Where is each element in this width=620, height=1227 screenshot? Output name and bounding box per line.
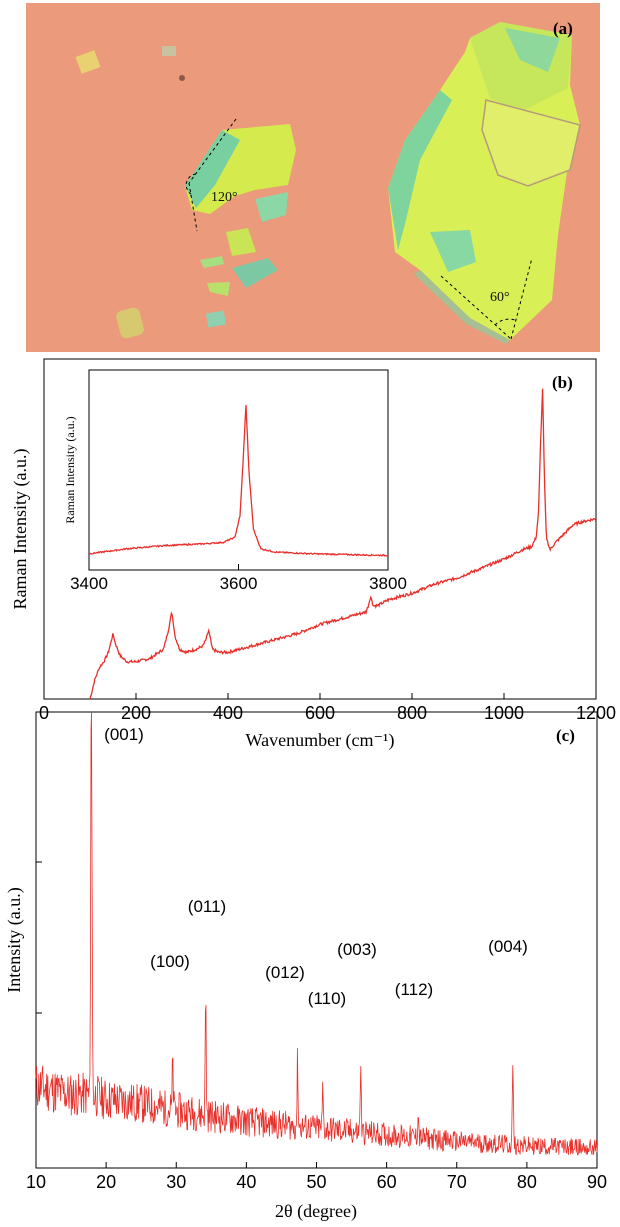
- flake-speck: [179, 75, 185, 81]
- flake-right-lower-green: [430, 230, 476, 272]
- peak-label: (100): [150, 952, 190, 971]
- x-tick-label: 3600: [220, 574, 258, 593]
- peak-label: (110): [308, 989, 346, 1008]
- raman-spectrum-line: [89, 388, 596, 700]
- panel-c-label: (c): [556, 726, 575, 745]
- x-tick-label: 40: [236, 1172, 256, 1192]
- x-tick-label: 1000: [484, 703, 524, 723]
- y-axis-label: Raman Intensity (a.u.): [10, 449, 31, 610]
- x-tick-label: 200: [121, 703, 151, 723]
- inset-x-axis-tick-labels: 3400 3600 3800: [70, 574, 407, 593]
- peak-label: (004): [488, 937, 528, 956]
- flake-left-edge: [185, 130, 240, 208]
- angle-dashed-line: [440, 275, 512, 340]
- y-axis-label: Intensity (a.u.): [4, 887, 25, 992]
- peak-label: (003): [337, 940, 377, 959]
- flake-speck: [75, 50, 101, 74]
- inset-frame: [88, 369, 389, 571]
- x-axis-label: Wavenumber (cm⁻¹): [246, 730, 395, 751]
- inset-spectrum-line: [89, 404, 389, 557]
- x-tick-label: 10: [26, 1172, 46, 1192]
- flake-left-fragment: [255, 192, 288, 222]
- panel-c-xrd-chart: 10 20 30 40 50 60 70 80 90 (001)(100)(011)(012)(…: [4, 711, 607, 1222]
- flake-speck: [116, 307, 144, 339]
- xrd-pattern-line: [35, 711, 598, 1156]
- x-axis-tick-labels: 0 200 400 600 800 1000 1200: [39, 703, 616, 723]
- x-tick-label: 0: [39, 703, 49, 723]
- inset-x-axis-ticks: [88, 564, 389, 570]
- x-tick-label: 1200: [576, 703, 616, 723]
- flake-right-edge-shadow: [414, 270, 510, 344]
- angle-arc: [494, 318, 516, 326]
- x-tick-label: 70: [447, 1172, 467, 1192]
- x-tick-label: 20: [96, 1172, 116, 1192]
- angle-60-label: 60°: [490, 290, 510, 305]
- peak-label: (001): [104, 725, 144, 744]
- x-tick-label: 60: [377, 1172, 397, 1192]
- x-tick-label: 80: [517, 1172, 537, 1192]
- x-tick-label: 3800: [369, 574, 407, 593]
- x-axis-ticks: [43, 693, 597, 699]
- flake-speck: [205, 310, 227, 328]
- x-tick-label: 600: [305, 703, 335, 723]
- x-axis-ticks: [35, 1162, 598, 1168]
- flake-left-fragment: [207, 282, 230, 296]
- angle-dashed-line: [510, 257, 533, 340]
- flake-left-fragment: [200, 256, 224, 268]
- angle-dashed-line: [188, 118, 237, 184]
- x-tick-label: 50: [306, 1172, 326, 1192]
- x-tick-label: 400: [213, 703, 243, 723]
- angle-arc: [185, 173, 197, 195]
- angle-120-label: 120°: [211, 190, 238, 205]
- angle-dashed-line: [188, 182, 198, 232]
- angle-120-annotation: [185, 118, 237, 232]
- x-axis-tick-labels: 10 20 30 40 50 60 70 80 90: [26, 1172, 607, 1192]
- flake-right-top-green: [505, 28, 560, 72]
- x-tick-label: 800: [397, 703, 427, 723]
- peak-label: (112): [395, 980, 433, 999]
- x-tick-label: 30: [166, 1172, 186, 1192]
- flake-right-fold: [481, 99, 581, 187]
- flake-right-green-band: [388, 90, 452, 250]
- peak-labels: (001) (100) (011) (012)(110) (003) (112) (004): [104, 725, 528, 1008]
- peak-label: (012): [265, 963, 305, 982]
- flake-left-fragment: [226, 228, 256, 256]
- angle-60-annotation: [440, 257, 533, 340]
- panel-b-label: (b): [552, 373, 573, 392]
- y-axis-ticks: [36, 861, 42, 1014]
- inset-y-axis-label: Raman Intensity (a.u.): [63, 416, 77, 523]
- inset-raman-chart: 3400 3600 3800 Raman Intensity (a.u.): [63, 369, 407, 593]
- x-axis-label: 2θ (degree): [275, 1201, 357, 1222]
- panel-a-micrograph: 120° 60° (a): [26, 3, 600, 352]
- flake-left-fragment: [232, 258, 278, 288]
- peak-label: (011): [188, 897, 226, 916]
- x-tick-label: 90: [587, 1172, 607, 1192]
- flake-speck: [162, 46, 176, 56]
- panel-b-raman-chart: 0 200 400 600 800 1000 1200 Wavenumber (cm⁻¹) …: [10, 358, 616, 751]
- panel-a-label: (a): [553, 19, 573, 38]
- x-tick-label: 3400: [70, 574, 108, 593]
